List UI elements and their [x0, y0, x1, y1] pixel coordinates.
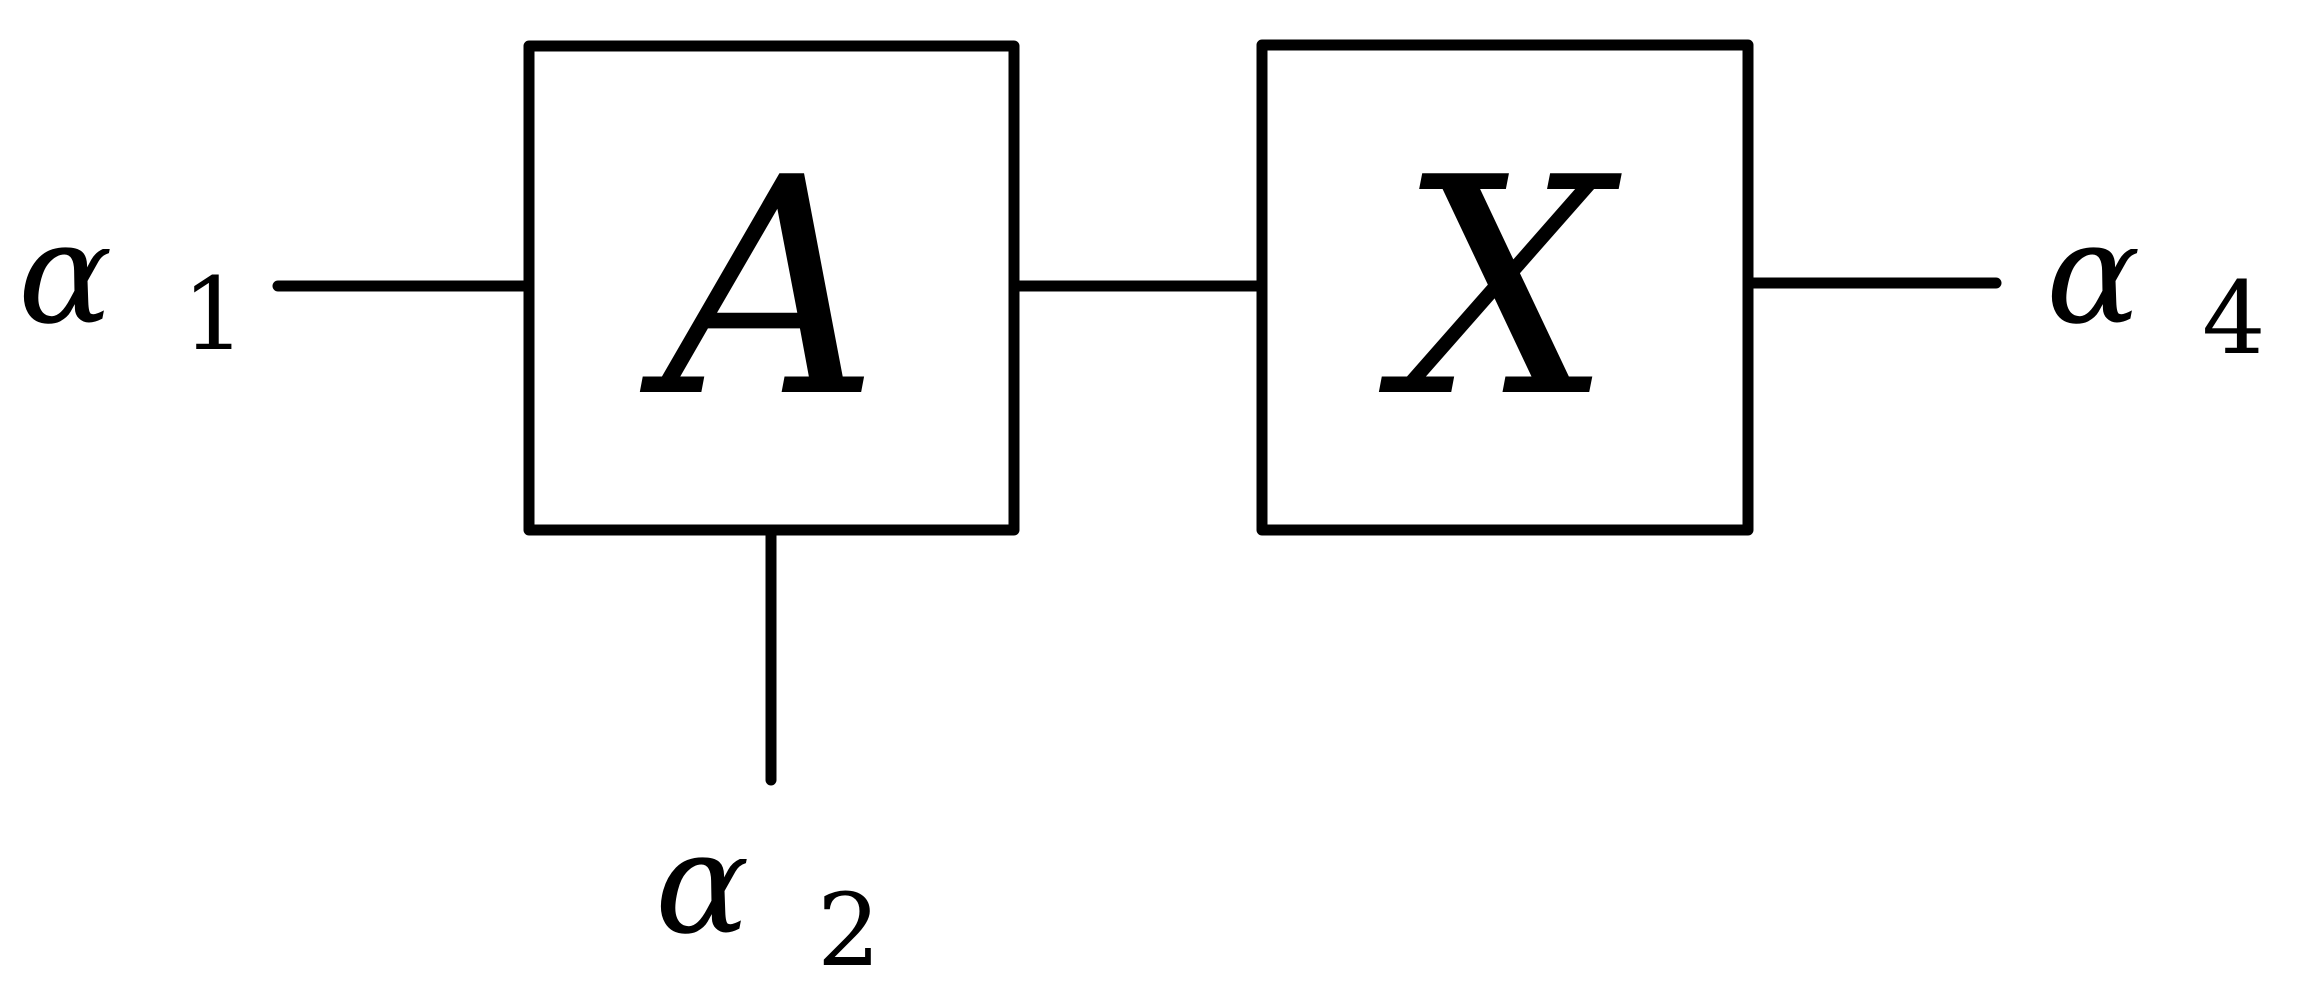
alpha2-subscript: 2: [817, 872, 881, 989]
tensor-node-a: A: [523, 40, 1020, 536]
index-label-alpha2: α 2: [655, 803, 881, 989]
tensor-box-x: [1256, 39, 1754, 536]
alpha4-symbol: α: [2046, 193, 2141, 356]
index-label-alpha1: α 1: [18, 193, 246, 373]
index-label-alpha4: α 4: [2046, 193, 2266, 377]
tensor-label-x: X: [1375, 114, 1623, 463]
alpha4-subscript: 4: [2202, 260, 2266, 377]
tensor-label-a: A: [639, 114, 879, 463]
alpha1-symbol: α: [18, 193, 113, 356]
tensor-node-x: X: [1256, 39, 1754, 536]
tensor-box-a: [523, 40, 1020, 536]
alpha2-symbol: α: [655, 803, 750, 966]
alpha1-subscript: 1: [182, 256, 246, 373]
